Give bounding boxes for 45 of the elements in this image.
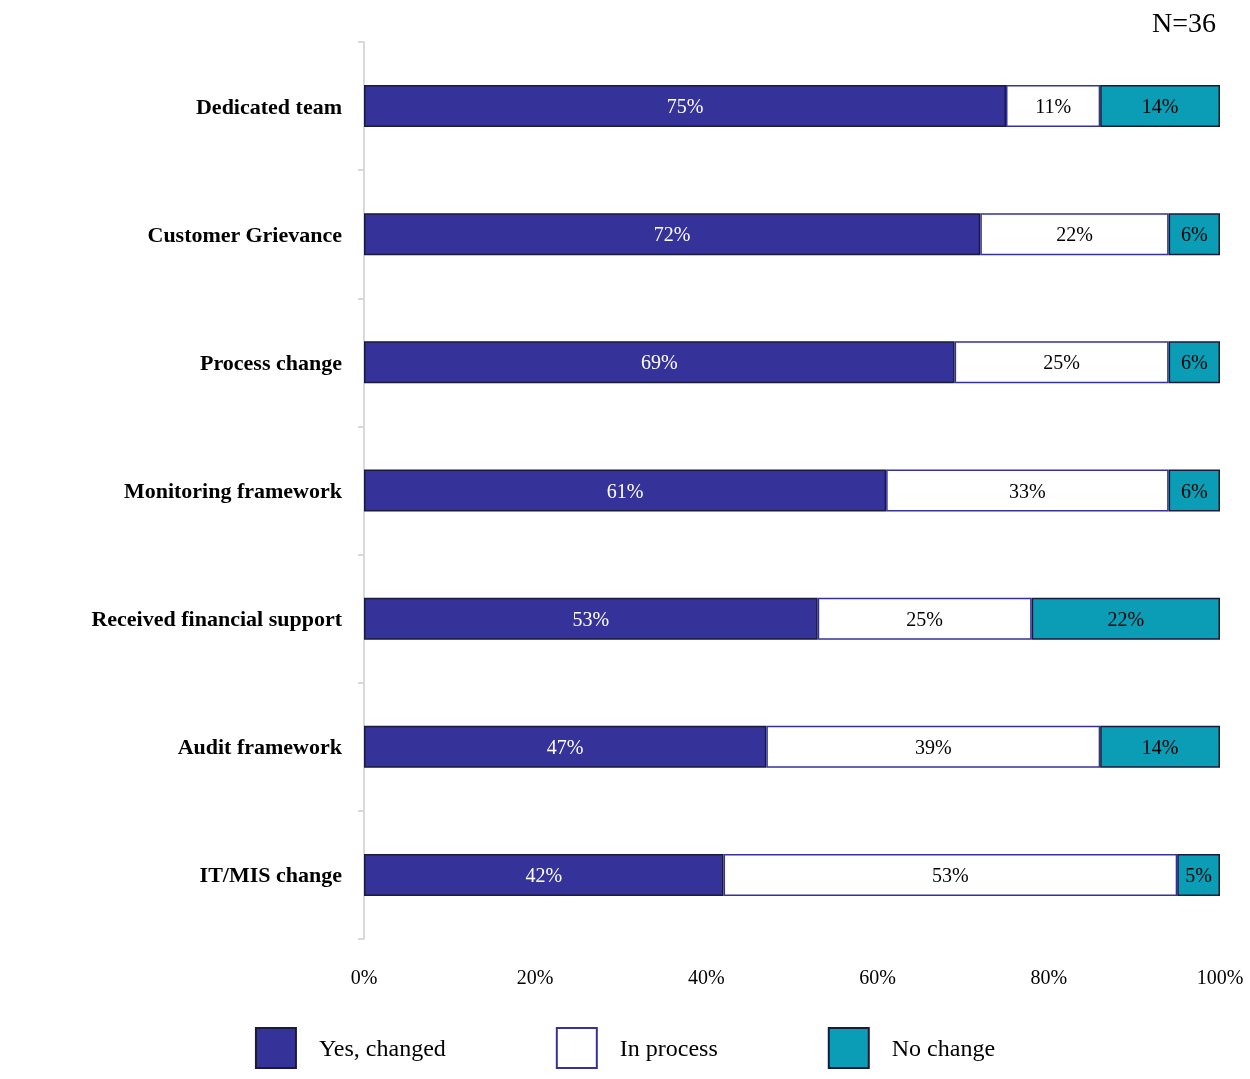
data-label: 22%	[1056, 223, 1093, 246]
y-tick-label: Received financial support	[91, 606, 343, 632]
data-label: 69%	[640, 351, 678, 374]
y-tick-label: Audit framework	[177, 734, 343, 760]
bar	[1100, 725, 1220, 768]
data-label: 22%	[1107, 607, 1145, 630]
data-label: 53%	[932, 863, 969, 886]
data-label: 5%	[1185, 863, 1212, 886]
data-label: 47%	[546, 735, 584, 758]
bar	[1168, 469, 1220, 512]
x-tick-label: 60%	[859, 966, 896, 988]
data-label: 61%	[606, 479, 644, 502]
data-label: 33%	[1009, 479, 1046, 502]
data-label: 6%	[1180, 223, 1208, 246]
bar	[1168, 213, 1220, 256]
data-label: 6%	[1180, 351, 1208, 374]
data-label: 14%	[1141, 95, 1179, 118]
data-label: 14%	[1141, 735, 1179, 758]
bar	[1031, 597, 1220, 640]
legend-label: Yes, changed	[318, 1035, 446, 1061]
data-label: 39%	[914, 735, 952, 758]
x-tick-label: 0%	[350, 966, 378, 988]
x-tick-label: 100%	[1196, 966, 1244, 988]
y-tick-label: Process change	[200, 349, 343, 375]
y-tick-label: Dedicated team	[195, 93, 342, 119]
data-label: 72%	[653, 223, 691, 246]
data-label: 75%	[666, 95, 704, 118]
y-tick-label: Monitoring framework	[123, 478, 343, 503]
x-tick-label: 20%	[516, 966, 554, 988]
y-tick-label: IT/MIS change	[199, 862, 343, 888]
data-label: 53%	[572, 607, 610, 630]
legend-label: In process	[619, 1035, 718, 1061]
legend-label: No change	[891, 1035, 996, 1061]
data-label: 6%	[1180, 479, 1208, 502]
data-label: 25%	[1043, 351, 1080, 374]
x-tick-label: 80%	[1030, 966, 1068, 988]
text: N=36	[1151, 6, 1216, 38]
data-label: 25%	[906, 607, 944, 630]
bar	[1177, 853, 1220, 896]
data-label: 11%	[1035, 95, 1072, 118]
data-label: 42%	[525, 863, 563, 886]
y-tick-label: Customer Grievance	[147, 221, 343, 247]
bar	[1100, 85, 1220, 128]
x-tick-label: 40%	[688, 966, 725, 988]
bar	[1168, 341, 1220, 384]
